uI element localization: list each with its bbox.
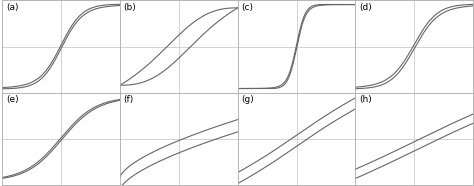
Text: (f): (f) — [124, 95, 134, 105]
Text: (a): (a) — [6, 3, 18, 12]
Text: (d): (d) — [359, 3, 372, 12]
Text: (e): (e) — [6, 95, 18, 105]
Text: (g): (g) — [241, 95, 254, 105]
Text: (h): (h) — [359, 95, 372, 105]
Text: (c): (c) — [241, 3, 253, 12]
Text: (b): (b) — [124, 3, 137, 12]
